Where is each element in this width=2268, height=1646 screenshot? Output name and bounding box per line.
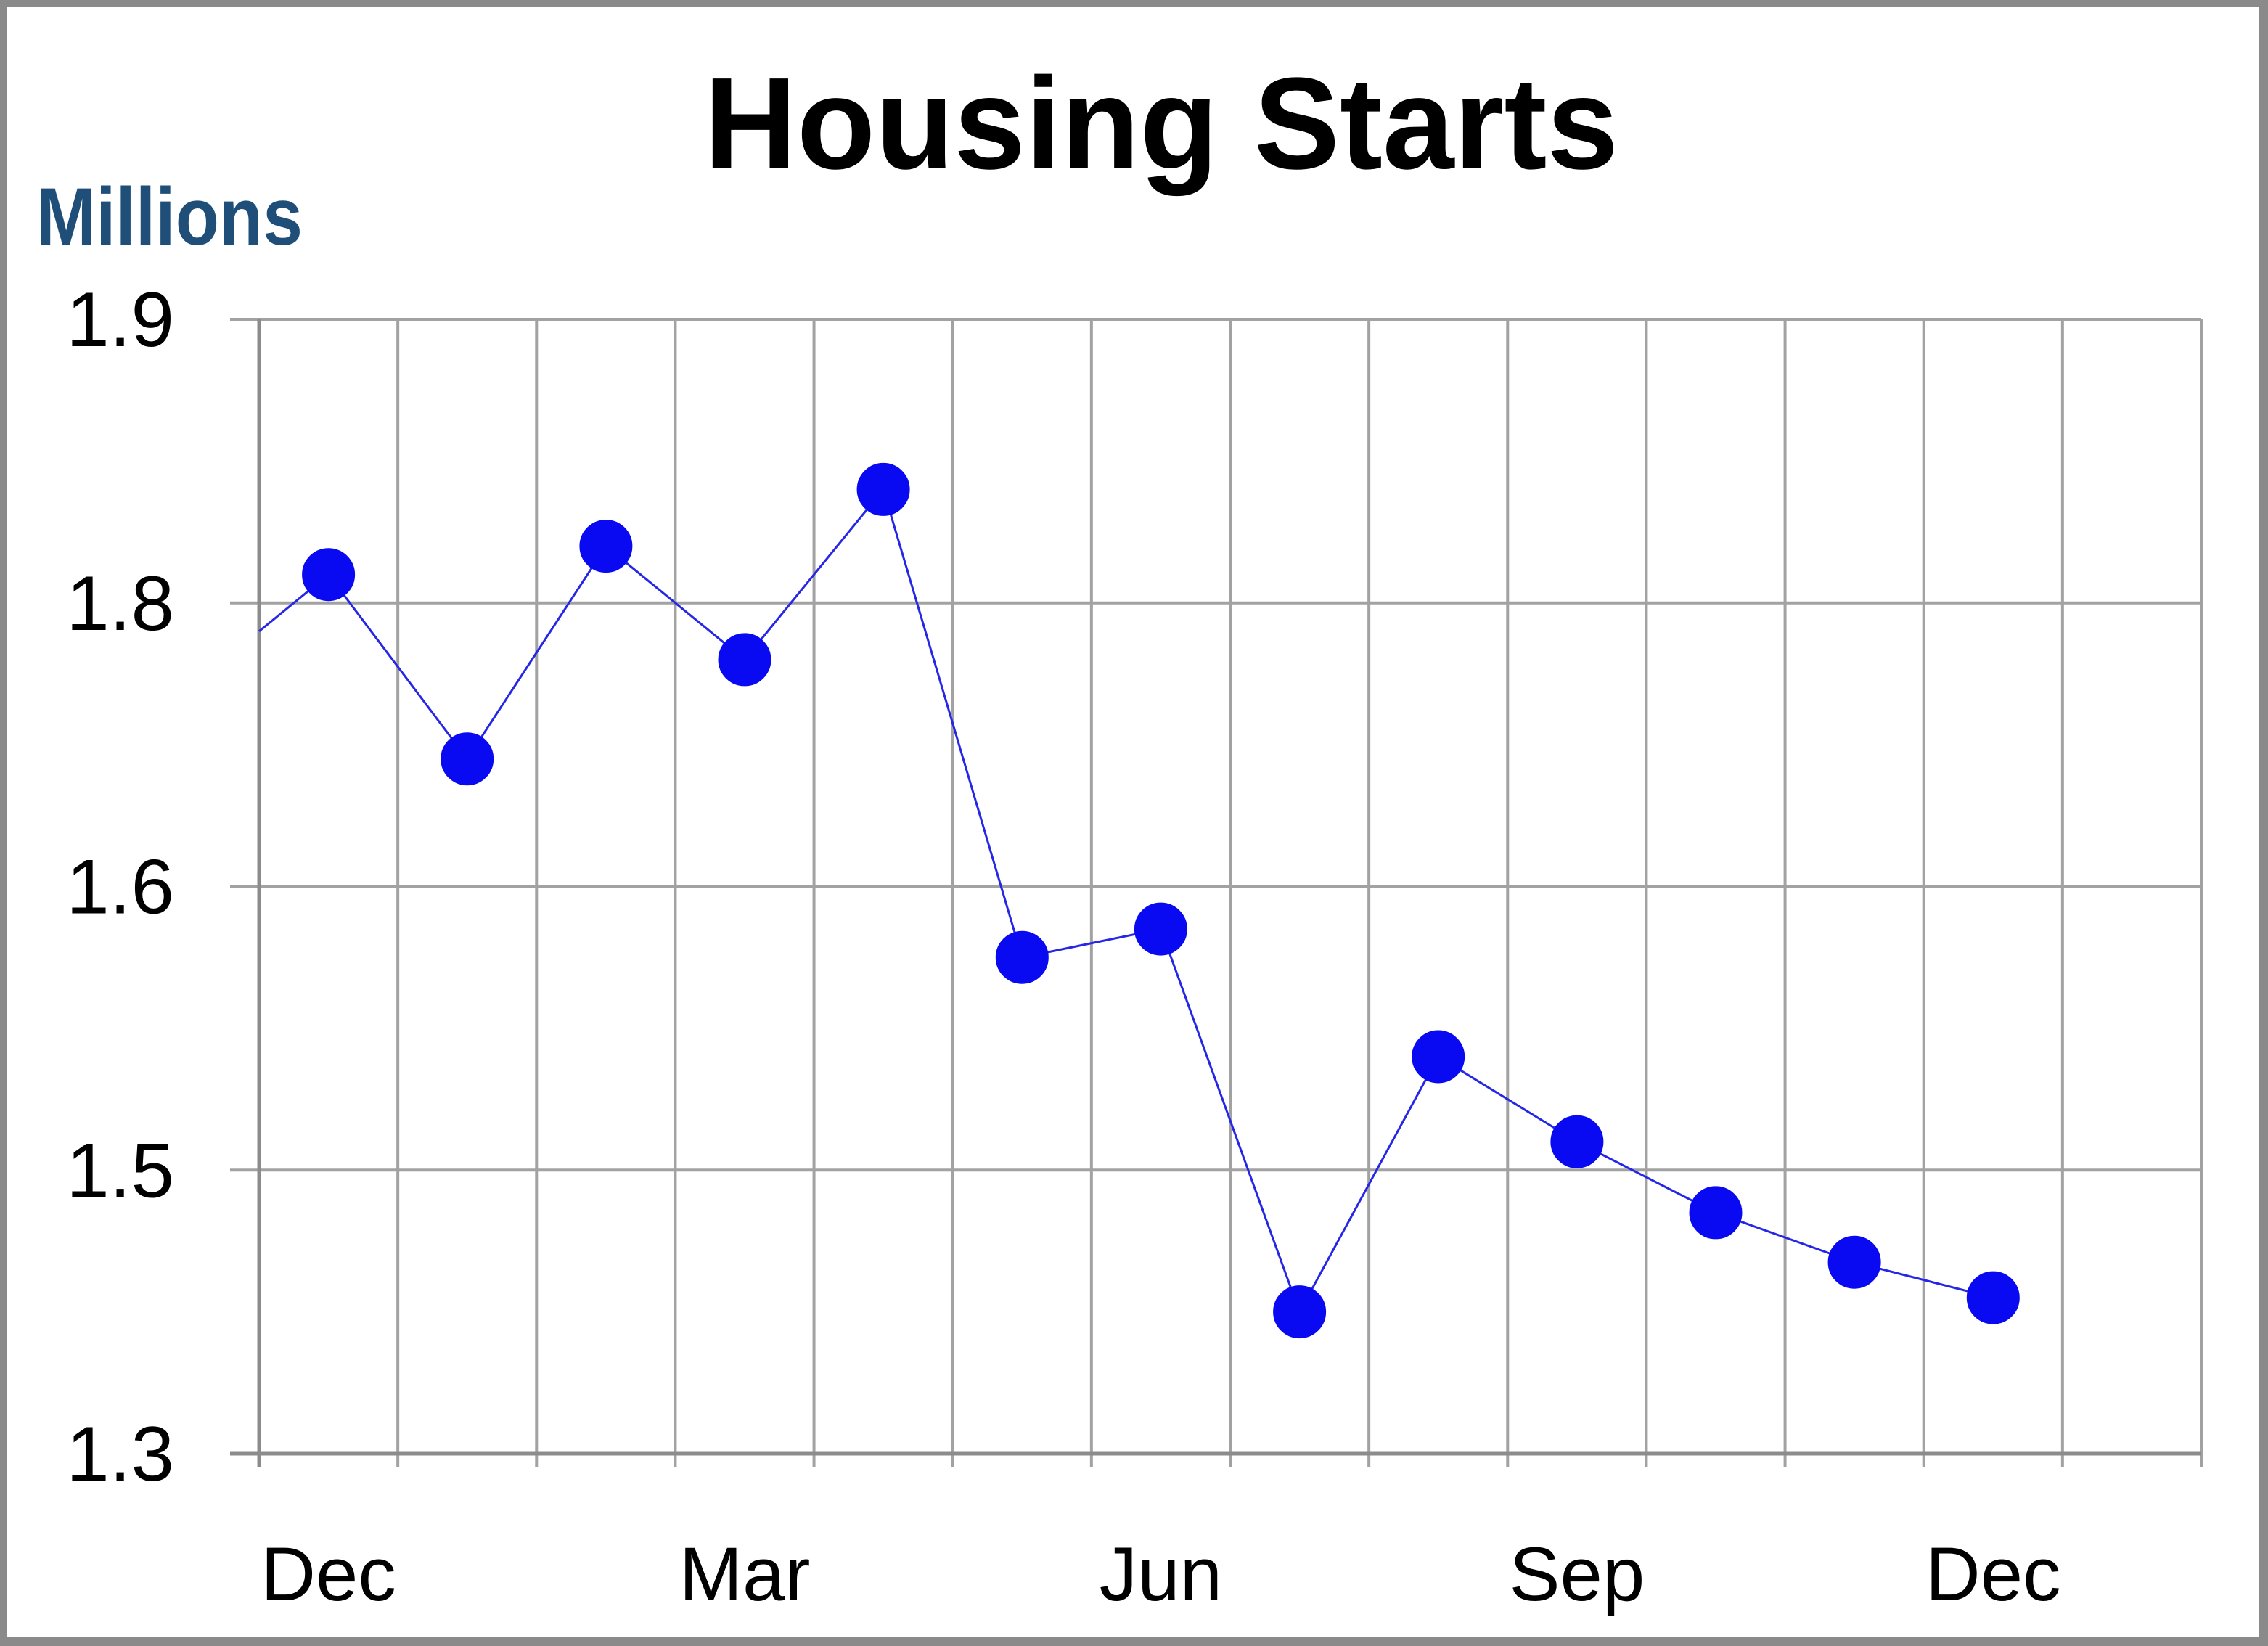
data-point-marker: [1827, 1235, 1881, 1289]
data-point-marker: [441, 732, 494, 786]
x-axis-tick-label: Mar: [679, 1532, 811, 1617]
data-point-marker: [718, 633, 771, 687]
y-axis-tick-label: 1.5: [66, 1126, 174, 1213]
y-axis-tick-labels: 1.9 1.8 1.6 1.5 1.3: [66, 276, 174, 1497]
x-axis-tick-label: Sep: [1509, 1532, 1645, 1617]
x-axis-tick-label: Jun: [1100, 1532, 1222, 1617]
data-point-marker: [579, 520, 633, 573]
x-axis-tick-label: Dec: [1925, 1532, 2061, 1617]
data-series: [258, 462, 2020, 1339]
y-axis-tick-label: 1.6: [66, 843, 174, 930]
axis-lines: [230, 319, 2201, 1467]
chart-title: Housing Starts: [704, 51, 1618, 197]
data-point-marker: [995, 930, 1049, 984]
y-axis-tick-label: 1.3: [66, 1410, 174, 1497]
y-axis-tick-label: 1.9: [66, 276, 174, 363]
data-point-marker: [1966, 1271, 2020, 1324]
data-point-marker: [1134, 902, 1187, 956]
x-axis-tick-label: Dec: [261, 1532, 396, 1617]
y-axis-tick-label: 1.8: [66, 560, 174, 647]
gridlines: [230, 318, 2203, 1467]
data-point-marker: [1689, 1186, 1743, 1240]
data-point-marker: [856, 462, 910, 516]
data-point-marker: [1273, 1285, 1327, 1339]
data-point-marker: [1412, 1030, 1465, 1084]
y-axis-unit-label: Millions: [36, 171, 303, 262]
x-axis-tick-labels: Dec Mar Jun Sep Dec: [261, 1532, 2060, 1617]
data-point-marker: [1550, 1115, 1604, 1168]
data-point-marker: [302, 548, 356, 602]
slide-background: [7, 7, 2259, 1637]
